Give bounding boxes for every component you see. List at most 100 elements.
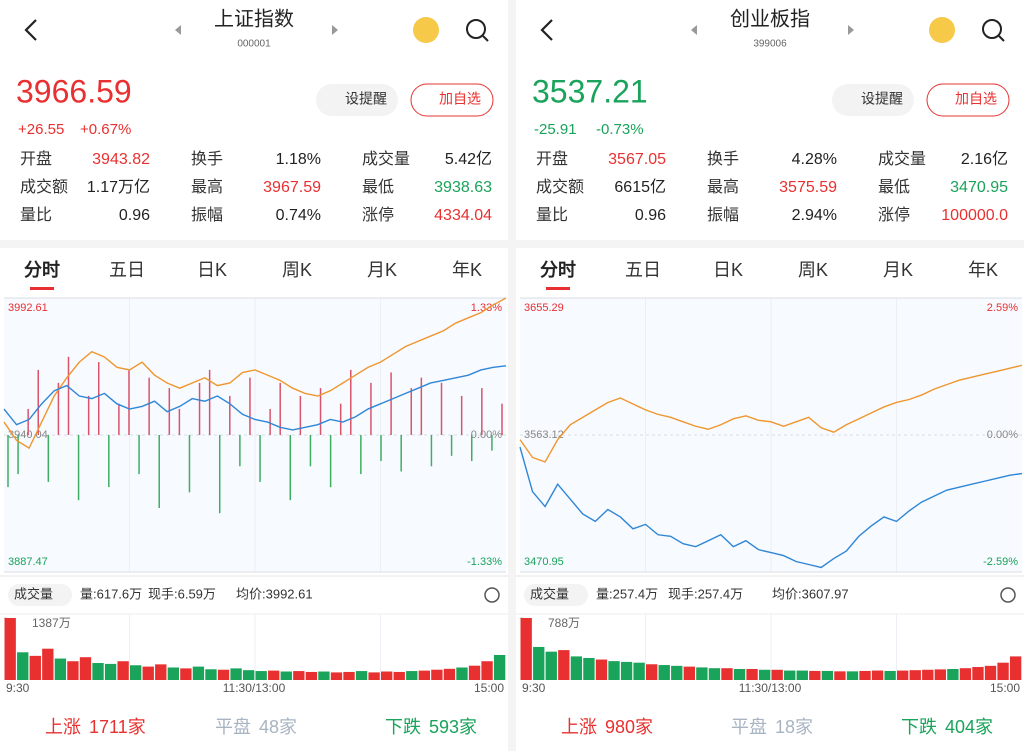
search-handle: [482, 35, 489, 42]
stat-value: 3567.05: [608, 151, 666, 168]
stat-label: 开盘: [20, 149, 52, 168]
change-pct: -0.73%: [596, 121, 644, 138]
volume-label: 成交量: [14, 586, 53, 601]
search-icon[interactable]: [466, 19, 486, 39]
tab[interactable]: 日K: [713, 260, 743, 280]
volume-bar: [784, 670, 796, 680]
volume-bar: [1009, 656, 1022, 680]
volume-bar: [242, 670, 255, 680]
volume-bar: [67, 661, 79, 680]
volume-stat: 现手:257.4万: [668, 586, 743, 601]
fav-button[interactable]: [926, 83, 1010, 117]
volume-bar: [192, 666, 205, 680]
tab[interactable]: 五日: [625, 260, 661, 280]
volume-stat: 量:617.6万: [80, 586, 142, 601]
volume-bar: [180, 668, 192, 680]
x-tick-label: 9:30: [522, 681, 546, 695]
volume-bar: [481, 661, 493, 680]
volume-pill[interactable]: [8, 584, 72, 606]
fav-label: 加自选: [439, 91, 481, 107]
volume-bar: [884, 670, 896, 680]
stat-label: 振幅: [191, 206, 223, 224]
volume-bar: [130, 665, 142, 680]
change-pct: +0.67%: [80, 121, 131, 138]
search-handle: [998, 35, 1005, 42]
fav-button[interactable]: [410, 83, 494, 117]
stat-label: 成交额: [20, 178, 68, 196]
prev-arrow[interactable]: [691, 25, 697, 35]
stat-value: 5.42亿: [445, 150, 492, 168]
volume-bar: [280, 671, 292, 680]
volume-pill[interactable]: [524, 584, 588, 606]
volume-bar: [42, 648, 54, 680]
tab[interactable]: 周K: [282, 260, 312, 280]
y2-tick-label: -1.33%: [467, 556, 502, 568]
next-arrow[interactable]: [848, 25, 854, 35]
prev-arrow[interactable]: [175, 25, 181, 35]
alert-button[interactable]: [832, 84, 914, 116]
price: 3537.21: [532, 73, 648, 109]
next-arrow[interactable]: [332, 25, 338, 35]
volume-bar: [418, 670, 430, 680]
tab[interactable]: 年K: [452, 260, 482, 280]
back-button[interactable]: [540, 19, 553, 41]
volume-bar: [268, 670, 280, 680]
stat-value: 3470.95: [950, 179, 1008, 196]
volume-bar: [834, 671, 846, 680]
tab[interactable]: 周K: [798, 260, 828, 280]
volume-bar: [959, 668, 972, 680]
volume-bar: [683, 666, 695, 680]
y2-tick-label: 0.00%: [471, 429, 502, 441]
tab[interactable]: 月K: [367, 260, 397, 280]
y-tick-label: 3992.61: [8, 302, 48, 314]
back-button[interactable]: [24, 19, 37, 41]
mascot-icon[interactable]: [413, 17, 439, 43]
alert-button[interactable]: [316, 84, 398, 116]
volume-bar: [997, 662, 1009, 680]
stat-value: 0.96: [635, 207, 666, 224]
volume-bar: [746, 668, 758, 680]
volume-bar: [318, 671, 330, 680]
tab[interactable]: 五日: [109, 260, 145, 280]
footer-label: 下跌: [385, 717, 421, 737]
volume-bar: [733, 668, 746, 680]
section-gap: [0, 240, 508, 248]
tab[interactable]: 年K: [968, 260, 998, 280]
y-tick-label: 3563.12: [524, 429, 564, 441]
tab[interactable]: 月K: [883, 260, 913, 280]
volume-stat: 均价:3992.61: [236, 586, 313, 601]
volume-bar: [456, 667, 468, 680]
volume-bar: [117, 661, 129, 680]
settings-icon[interactable]: [484, 587, 500, 603]
footer-value: 404家: [945, 717, 993, 737]
tab[interactable]: 分时: [24, 260, 60, 280]
search-icon[interactable]: [982, 19, 1002, 39]
price-line: [3, 297, 507, 450]
volume-bar: [4, 618, 16, 680]
mascot-icon[interactable]: [929, 17, 955, 43]
volume-bar: [393, 671, 405, 680]
stat-value: 3575.59: [779, 179, 837, 196]
volume-bar: [17, 652, 29, 680]
volume-bar: [721, 668, 733, 680]
stat-label: 量比: [20, 206, 52, 224]
x-tick-label: 15:00: [474, 681, 504, 695]
stat-label: 涨停: [878, 206, 910, 224]
volume-bar: [305, 671, 318, 680]
footer-value: 18家: [775, 717, 813, 737]
section-gap: [516, 240, 1024, 248]
volume-bar: [330, 672, 343, 680]
settings-icon[interactable]: [1000, 587, 1016, 603]
tab[interactable]: 分时: [540, 260, 576, 280]
stat-value: 3943.82: [92, 151, 150, 168]
volume-bar: [583, 657, 595, 680]
price-line: [519, 446, 1023, 569]
volume-stat: 均价:3607.97: [772, 586, 849, 601]
volume-bar: [29, 655, 41, 680]
volume-bar: [468, 665, 481, 680]
volume-bar: [142, 666, 154, 680]
tab[interactable]: 日K: [197, 260, 227, 280]
volume-bar: [909, 670, 921, 680]
stat-value: 3967.59: [263, 179, 321, 196]
